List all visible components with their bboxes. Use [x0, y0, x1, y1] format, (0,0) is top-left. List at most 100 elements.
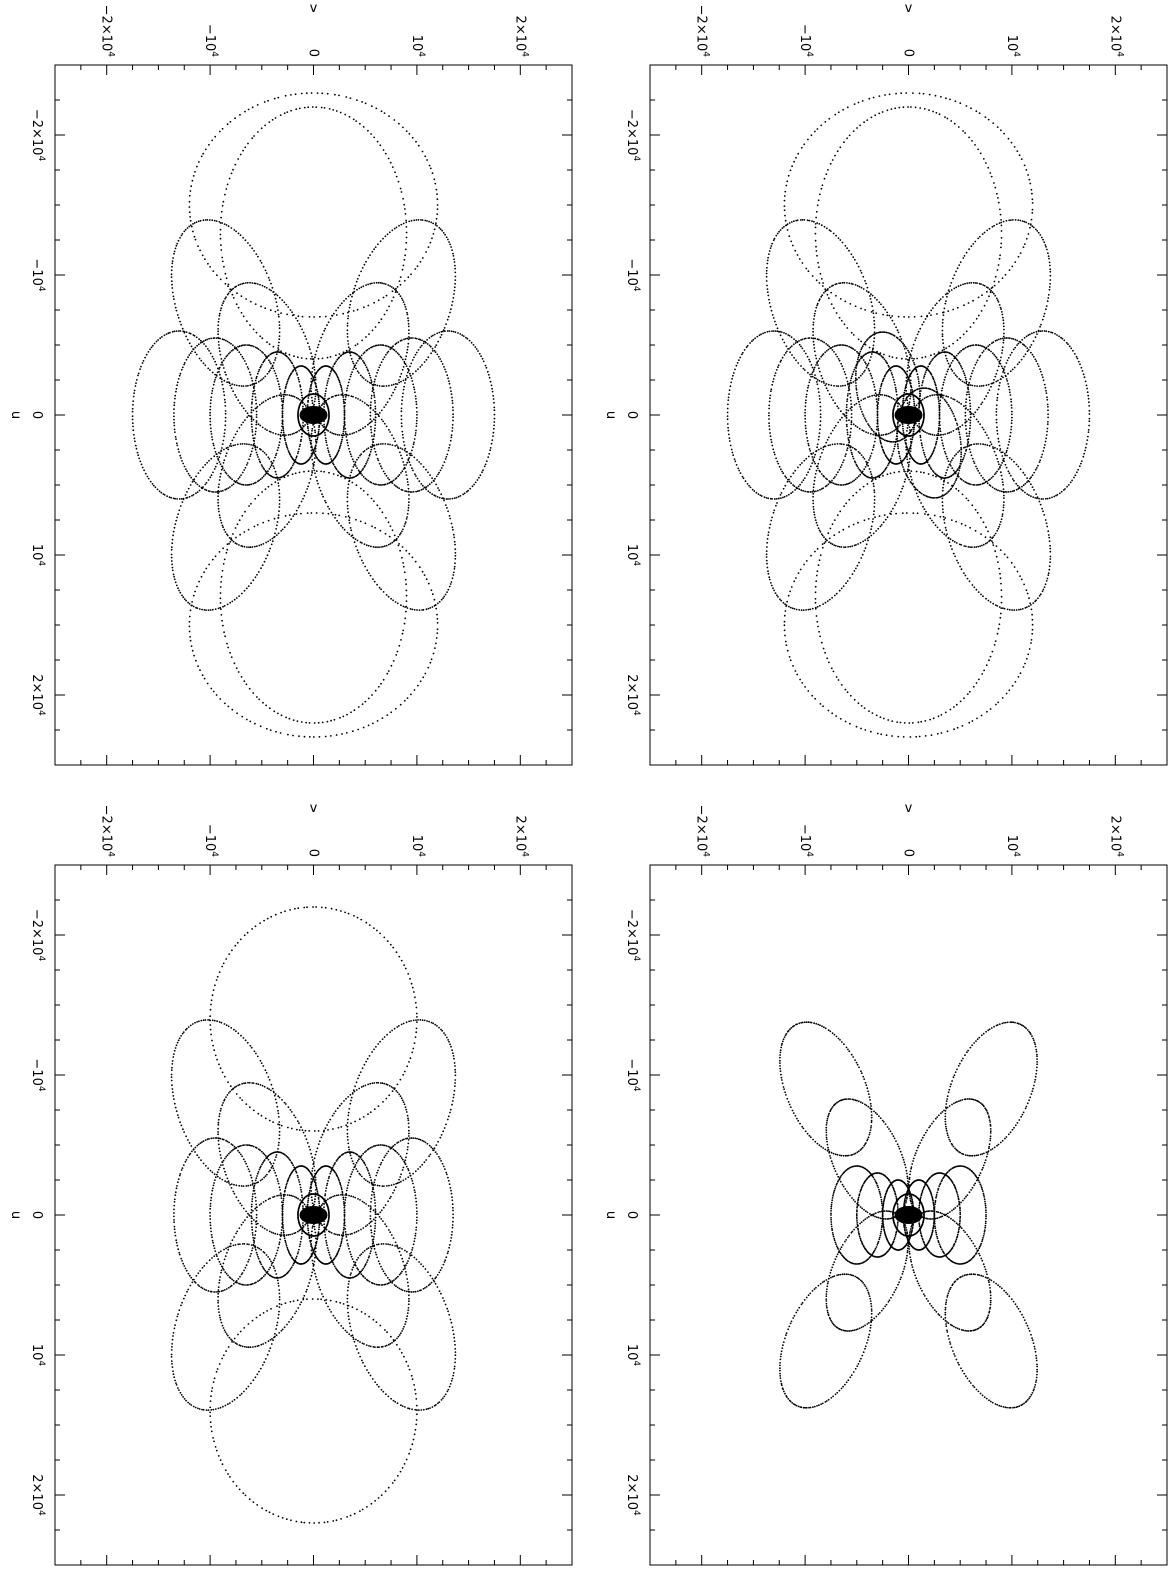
x-tick-label: 2×104 [624, 674, 641, 716]
uv-point [245, 320, 248, 323]
uv-point [219, 452, 222, 455]
uv-point [983, 346, 986, 349]
uv-point [297, 450, 300, 453]
uv-point [282, 399, 285, 402]
uv-point [775, 498, 778, 500]
uv-point [250, 582, 252, 585]
uv-point [796, 341, 799, 344]
uv-point [134, 385, 137, 387]
uv-point [299, 512, 302, 515]
uv-point [932, 471, 935, 473]
uv-point [191, 649, 194, 652]
uv-point [1081, 370, 1084, 372]
uv-point [438, 226, 441, 229]
uv-point [213, 447, 216, 450]
uv-point [270, 543, 273, 546]
uv-point [359, 428, 362, 431]
uv-point [225, 224, 228, 226]
uv-point [484, 364, 487, 367]
uv-point [364, 565, 366, 568]
uv-point [415, 413, 418, 416]
uv-point [847, 437, 850, 439]
uv-point [307, 427, 309, 430]
uv-point [222, 439, 225, 442]
uv-point [422, 676, 425, 679]
uv-point [415, 219, 418, 221]
uv-point [372, 391, 375, 394]
uv-point [936, 438, 938, 441]
uv-point [290, 518, 293, 520]
uv-point [995, 408, 998, 410]
uv-point [273, 467, 276, 470]
uv-point [451, 249, 453, 252]
uv-point [415, 406, 418, 409]
uv-point [131, 418, 134, 421]
uv-point [433, 228, 436, 231]
uv-point [896, 405, 899, 408]
uv-point [798, 343, 801, 346]
uv-point [190, 604, 193, 607]
uv-point [385, 425, 388, 428]
uv-point [217, 492, 220, 495]
uv-point [445, 236, 448, 239]
uv-point [204, 463, 207, 466]
uv-point [448, 515, 451, 517]
uv-point [425, 251, 427, 253]
uv-point [201, 608, 203, 611]
uv-point [269, 369, 271, 372]
uv-point [218, 312, 221, 315]
uv-point [217, 459, 220, 461]
uv-point [1069, 481, 1072, 484]
uv-point [996, 339, 998, 342]
uv-point [209, 423, 212, 426]
uv-point [251, 106, 254, 109]
uv-point [449, 439, 452, 442]
uv-point [208, 219, 211, 221]
uv-point [444, 504, 447, 507]
uv-point [144, 356, 146, 359]
uv-point [401, 268, 404, 271]
uv-point [374, 427, 376, 430]
uv-point [348, 522, 351, 524]
uv-point [964, 404, 967, 407]
uv-point [250, 409, 253, 411]
uv-point [261, 465, 264, 468]
uv-point [201, 674, 204, 677]
uv-point [229, 601, 232, 604]
uv-point [894, 443, 897, 446]
uv-point [1060, 490, 1063, 493]
uv-point [438, 331, 441, 334]
uv-point [361, 339, 363, 342]
uv-point [446, 330, 449, 332]
uv-point [404, 248, 407, 251]
uv-point [146, 475, 149, 478]
uv-point [265, 453, 268, 456]
uv-point [332, 432, 335, 435]
uv-point [819, 401, 821, 404]
uv-point [292, 734, 294, 737]
uv-point [253, 383, 255, 386]
uv-point [801, 347, 804, 350]
uv-point [407, 509, 410, 512]
uv-point [173, 418, 175, 421]
uv-point [1025, 335, 1028, 338]
uv-point [410, 467, 413, 470]
uv-point [196, 491, 199, 494]
uv-point [299, 440, 302, 443]
uv-point [848, 436, 851, 439]
uv-point [769, 497, 772, 500]
uv-point [299, 384, 301, 387]
uv-point [405, 130, 408, 133]
uv-point [170, 548, 173, 551]
uv-point [294, 472, 297, 475]
uv-point [208, 490, 211, 493]
uv-point [225, 488, 228, 490]
uv-point [175, 330, 178, 333]
uv-point [359, 399, 362, 402]
uv-point [961, 348, 964, 351]
uv-point [862, 359, 865, 361]
uv-point [407, 504, 410, 507]
uv-point [213, 219, 216, 222]
uv-point [815, 381, 818, 383]
